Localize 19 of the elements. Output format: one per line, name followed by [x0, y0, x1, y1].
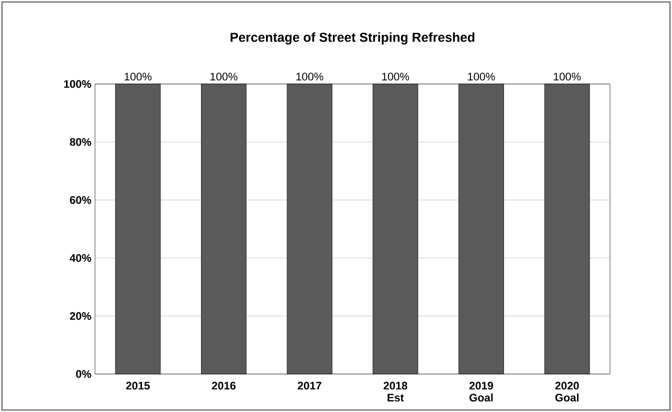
y-tick-label: 60%: [70, 196, 92, 204]
y-tick-label: 0%: [76, 370, 92, 378]
y-tick-label: 80%: [70, 138, 92, 146]
x-tick-label: 2020 Goal: [555, 382, 579, 402]
x-tick-label: 2017: [298, 382, 322, 390]
chart-title: Percentage of Street Striping Refreshed: [230, 32, 474, 45]
x-tick-label: 2016: [212, 382, 236, 390]
data-label: 100%: [468, 72, 495, 80]
y-tick-label: 100%: [64, 80, 92, 88]
x-tick-label: 2018 Est: [384, 382, 408, 402]
data-label: 100%: [296, 72, 324, 80]
data-label: 100%: [210, 72, 238, 80]
data-label: 100%: [382, 72, 410, 80]
data-label: 100%: [554, 72, 581, 80]
y-tick-label: 20%: [70, 312, 92, 320]
x-tick-label: 2015: [126, 382, 150, 390]
x-tick-label: 2019 Goal: [469, 382, 494, 402]
data-label: 100%: [124, 72, 152, 80]
y-tick-label: 40%: [70, 254, 92, 262]
